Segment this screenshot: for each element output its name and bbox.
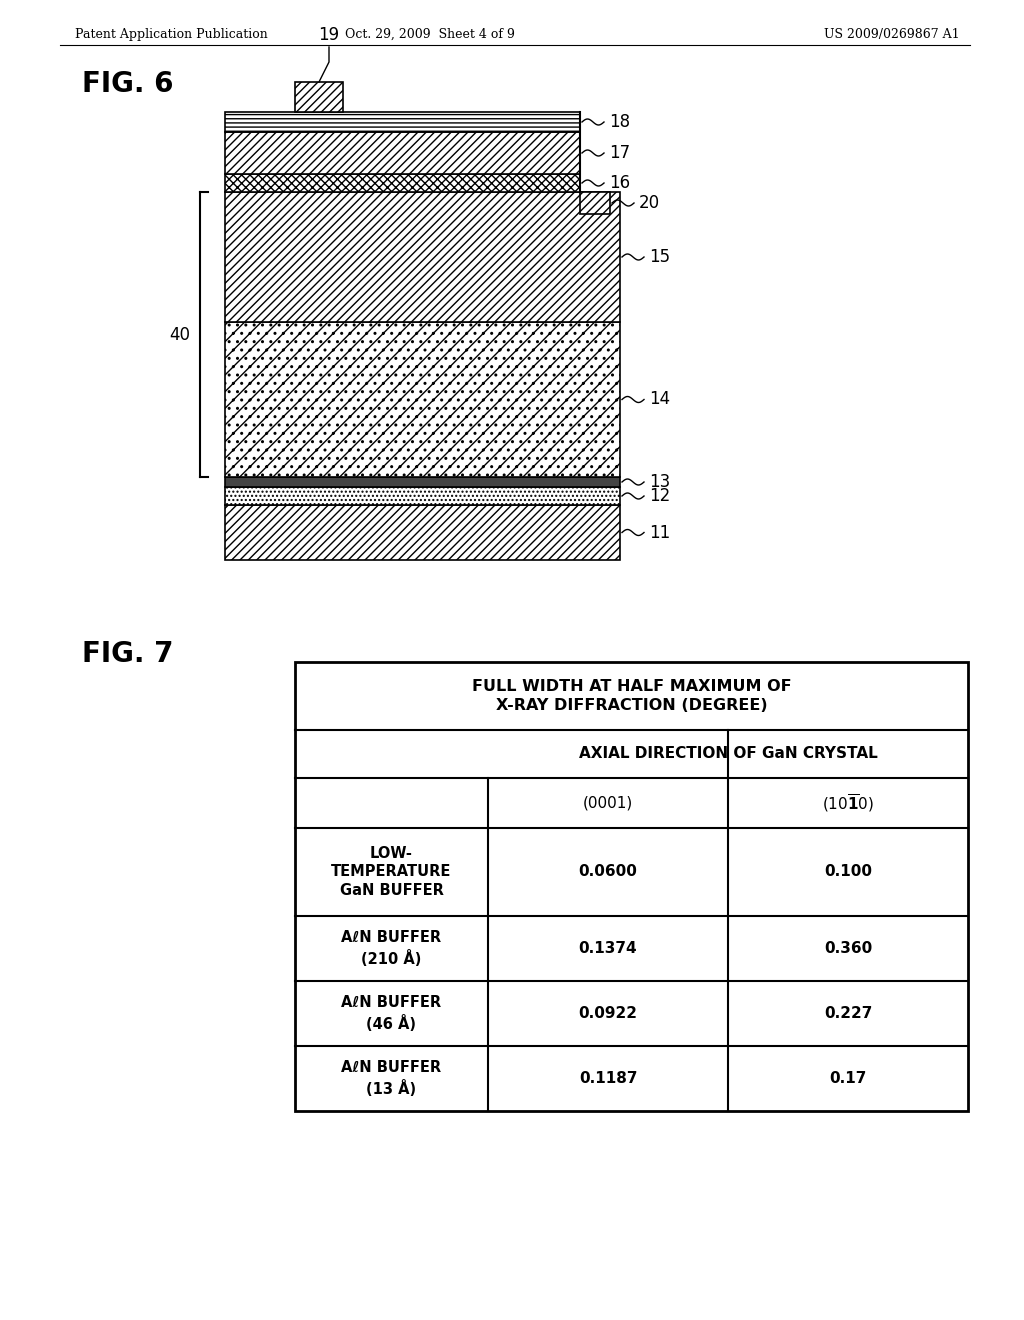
Bar (225, 132, 580, 174)
Text: FIG. 7: FIG. 7 (82, 640, 173, 668)
Bar (295, 663, 968, 1111)
Text: 0.0922: 0.0922 (579, 1006, 638, 1020)
Bar (225, 191, 620, 322)
Text: 20: 20 (639, 194, 660, 213)
Text: Oct. 29, 2009  Sheet 4 of 9: Oct. 29, 2009 Sheet 4 of 9 (345, 28, 515, 41)
Text: 0.1187: 0.1187 (579, 1071, 637, 1086)
Text: AℓN BUFFER
(210 Å): AℓN BUFFER (210 Å) (341, 931, 441, 966)
Bar (295, 82, 343, 112)
Text: 14: 14 (649, 391, 670, 408)
Text: 11: 11 (649, 524, 671, 541)
Bar (225, 112, 580, 132)
Text: FIG. 6: FIG. 6 (82, 70, 173, 98)
Bar (580, 191, 610, 214)
Text: 0.17: 0.17 (829, 1071, 866, 1086)
Text: (0001): (0001) (583, 796, 633, 810)
Text: 0.227: 0.227 (824, 1006, 872, 1020)
Text: FULL WIDTH AT HALF MAXIMUM OF
X-RAY DIFFRACTION (DEGREE): FULL WIDTH AT HALF MAXIMUM OF X-RAY DIFF… (472, 678, 792, 713)
Bar (225, 477, 620, 487)
Text: 15: 15 (649, 248, 670, 267)
Bar (225, 174, 580, 191)
Text: 17: 17 (609, 144, 630, 162)
Text: AℓN BUFFER
(13 Å): AℓN BUFFER (13 Å) (341, 1060, 441, 1097)
Bar (225, 487, 620, 506)
Text: 0.360: 0.360 (824, 941, 872, 956)
Text: 18: 18 (609, 114, 630, 131)
Bar (225, 322, 620, 477)
Text: Patent Application Publication: Patent Application Publication (75, 28, 267, 41)
Bar (225, 487, 620, 506)
Bar (225, 191, 620, 322)
Bar (295, 82, 343, 112)
Bar (225, 132, 580, 174)
Text: US 2009/0269867 A1: US 2009/0269867 A1 (824, 28, 961, 41)
Text: 16: 16 (609, 174, 630, 191)
Text: (10$\mathbf{\overline{1}}$0): (10$\mathbf{\overline{1}}$0) (822, 792, 874, 814)
Bar (225, 112, 580, 132)
Text: 0.100: 0.100 (824, 865, 872, 879)
Bar (225, 174, 580, 191)
Text: AℓN BUFFER
(46 Å): AℓN BUFFER (46 Å) (341, 995, 441, 1032)
Text: 0.0600: 0.0600 (579, 865, 637, 879)
Text: LOW-
TEMPERATURE
GaN BUFFER: LOW- TEMPERATURE GaN BUFFER (332, 846, 452, 898)
Text: AXIAL DIRECTION OF GaN CRYSTAL: AXIAL DIRECTION OF GaN CRYSTAL (579, 747, 878, 762)
Text: 19: 19 (318, 26, 340, 44)
Bar (225, 506, 620, 560)
Bar (225, 506, 620, 560)
Text: 12: 12 (649, 487, 671, 506)
Bar (580, 191, 610, 214)
Bar (225, 322, 620, 477)
Text: 13: 13 (649, 473, 671, 491)
Text: 40: 40 (169, 326, 190, 343)
Text: 0.1374: 0.1374 (579, 941, 637, 956)
